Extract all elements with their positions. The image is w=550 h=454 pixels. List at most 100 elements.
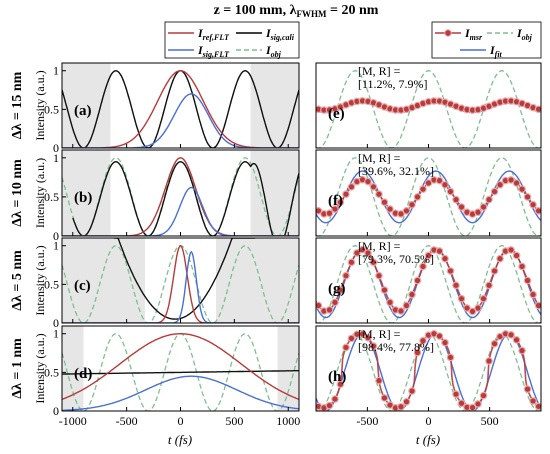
panel-letter-left: (c) <box>74 278 91 294</box>
msr-point <box>358 245 367 254</box>
y-axis-label: Intensity (a.u.) <box>33 70 47 140</box>
row-label: Δλ = 10 nm <box>10 159 25 227</box>
msr-point <box>441 338 449 347</box>
msr-point <box>380 286 389 294</box>
msr-point <box>419 336 427 345</box>
svg-text:z = 100 mm, λFWHM = 20 nm: z = 100 mm, λFWHM = 20 nm <box>214 3 379 19</box>
msr-point <box>435 247 444 255</box>
legend-item: Ifit <box>460 43 503 59</box>
legend-item: Isig,FLT <box>168 43 230 59</box>
msr-point <box>452 390 460 398</box>
title-sub: FWHM <box>296 9 326 19</box>
msr-point <box>408 290 416 299</box>
msr-point <box>316 301 323 310</box>
msr-point <box>529 290 537 299</box>
msr-point <box>369 258 378 267</box>
y-tick-label: 0.5 <box>44 190 59 204</box>
right-panel-4-plot <box>316 329 541 411</box>
msr-point <box>402 397 411 406</box>
left-panel-2-plot <box>62 150 299 236</box>
msr-point <box>413 348 422 357</box>
msr-point <box>496 180 504 189</box>
annotation-line2: [39.6%, 32.1%] <box>358 164 434 178</box>
shaded-region <box>62 150 111 236</box>
legend-label: Iobj <box>516 26 533 42</box>
right-panel-2-plot <box>316 157 541 236</box>
msr-point <box>336 286 345 294</box>
axis-labels: t (fs) t (fs) <box>168 432 440 447</box>
x-tick-label: 0 <box>178 414 184 428</box>
panel-letter-right: (f) <box>328 193 343 209</box>
msr-point <box>446 267 455 275</box>
msr-point <box>386 298 394 307</box>
x-tick-label: 500 <box>481 414 499 428</box>
y-tick-label: 0.5 <box>44 277 59 291</box>
msr-point <box>413 193 422 201</box>
fit-series-line <box>316 170 541 224</box>
annotation-line1: [M, R] = <box>358 239 401 253</box>
msr-point <box>353 249 361 257</box>
legend-label: Iref,FLT <box>197 26 230 42</box>
panels: 0 0.5 1 (a) Intensity (a.u.) Δλ = 15 nm (e) [M,… <box>10 62 542 428</box>
x-axis-label-left: t (fs) <box>168 432 192 447</box>
y-axis-label: Intensity (a.u.) <box>33 245 47 315</box>
row-label: Δλ = 15 nm <box>10 71 25 139</box>
title-main: z = 100 mm, λ <box>214 3 297 18</box>
panel-letter-right: (e) <box>328 106 345 122</box>
msr-point <box>397 402 405 411</box>
left-panel-1-plot <box>62 63 299 148</box>
obj-series-line <box>316 245 541 323</box>
msr-point <box>375 190 383 199</box>
msr-point <box>413 276 422 285</box>
msr-point <box>347 182 356 191</box>
msr-point <box>512 336 521 344</box>
legend-label: Isig,cali <box>265 26 295 42</box>
figure-title: z = 100 mm, λFWHM = 20 nm <box>214 3 379 19</box>
msr-point <box>419 185 427 193</box>
msr-point <box>463 304 471 312</box>
legend-item: Iref,FLT <box>168 26 230 42</box>
annotation-line2: [11.2%, 7.9%] <box>358 77 428 91</box>
legend-label: Iobj <box>265 43 282 59</box>
msr-point <box>534 105 541 114</box>
sig-flt-series-line <box>62 186 299 236</box>
legend-item: Iobj <box>487 26 533 42</box>
left-panel-4-plot <box>62 326 299 411</box>
msr-point <box>325 306 334 314</box>
msr-point <box>518 262 526 271</box>
obj-series-line <box>316 70 541 148</box>
msr-point <box>474 304 482 312</box>
fit-series-line <box>316 332 541 411</box>
x-tick-label: 500 <box>225 414 243 428</box>
y-tick-label: 0 <box>53 316 59 330</box>
msr-point <box>446 353 455 362</box>
sig-flt-series-line <box>62 93 299 148</box>
y-tick-label: 0.5 <box>44 365 59 379</box>
msr-point <box>331 395 339 403</box>
msr-point <box>479 391 488 400</box>
annotation-line1: [M, R] = <box>358 327 401 341</box>
legend-label: Isig,FLT <box>197 43 230 59</box>
panel-letter-right: (h) <box>328 369 346 385</box>
msr-point <box>316 207 323 215</box>
msr-point <box>529 200 537 209</box>
y-tick-label: 0 <box>53 141 59 155</box>
msr-point <box>518 185 526 193</box>
annotation-line2: [79.3%, 70.5%] <box>358 252 434 266</box>
msr-point <box>347 334 356 343</box>
shaded-region <box>250 150 299 236</box>
msr-point <box>364 177 372 186</box>
x-tick-label: 1000 <box>276 414 300 428</box>
msr-point <box>534 207 541 215</box>
msr-point <box>342 271 350 280</box>
msr-point <box>397 210 405 218</box>
msr-point <box>507 246 515 254</box>
x-axis-label-right: t (fs) <box>416 432 440 447</box>
msr-point <box>375 271 383 280</box>
y-tick-label: 0.5 <box>44 102 59 116</box>
x-tick-label: -1000 <box>59 414 87 428</box>
msr-point <box>468 307 477 316</box>
msr-point <box>369 182 378 191</box>
msr-point <box>507 176 515 184</box>
annotation-line1: [M, R] = <box>358 64 401 78</box>
